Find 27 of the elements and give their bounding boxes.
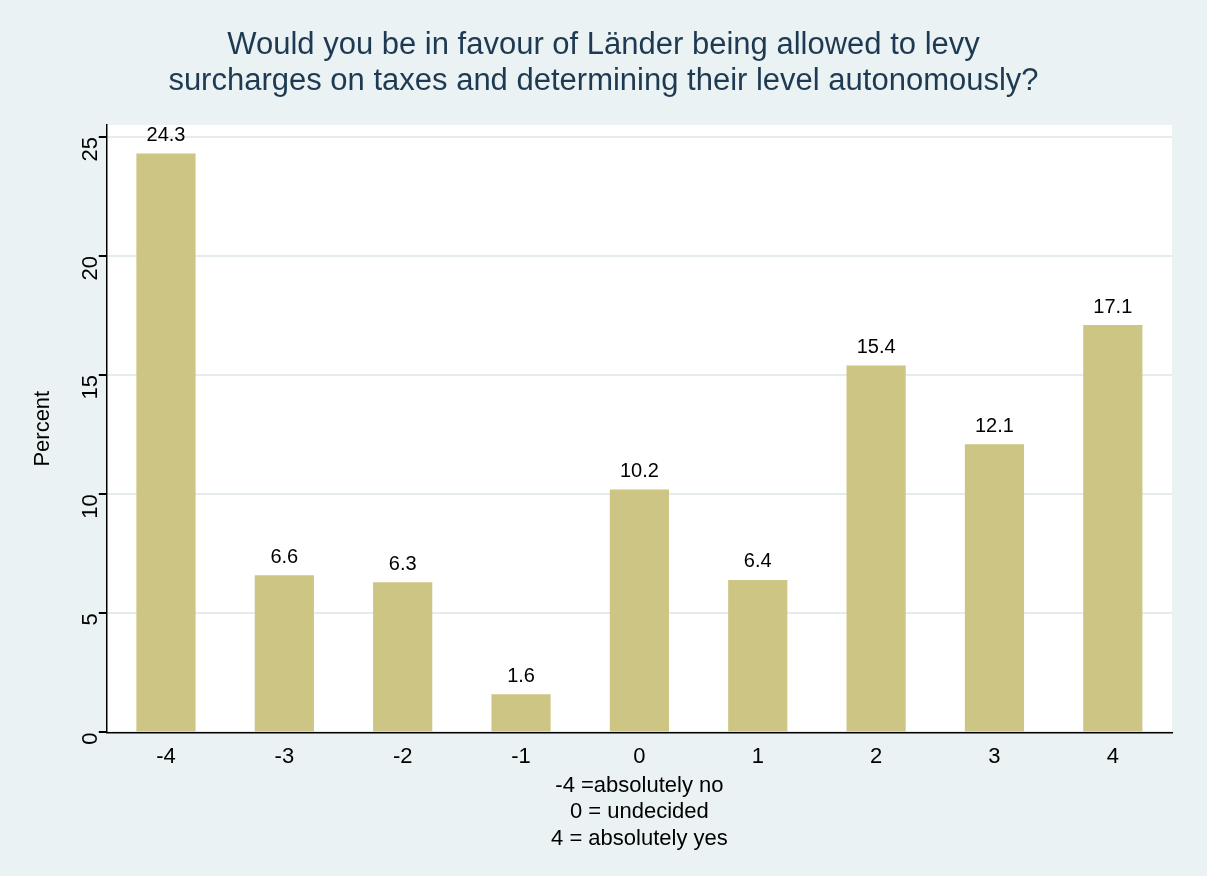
y-axis-title: Percent — [29, 390, 55, 467]
data-label: 15.4 — [856, 335, 896, 358]
data-label: 10.2 — [619, 458, 659, 481]
x-tick-label: -2 — [392, 742, 413, 768]
y-tick-label: 15 — [76, 375, 102, 400]
y-tick-label: 20 — [76, 256, 102, 281]
x-tick-label: -1 — [511, 742, 531, 768]
x-tick-label: 2 — [869, 742, 883, 768]
data-label: 6.3 — [388, 551, 417, 574]
x-tick-label: -3 — [274, 742, 295, 768]
data-label: 6.6 — [270, 544, 299, 567]
x-tick-label: 3 — [988, 742, 1001, 768]
y-tick-label: 25 — [76, 136, 102, 162]
x-axis-title: -4 =absolutely no 0 = undecided 4 = absolutely yes — [551, 772, 728, 850]
data-label: 1.6 — [507, 663, 535, 686]
x-tick-label: 0 — [633, 742, 646, 768]
y-tick-label: 5 — [76, 613, 102, 626]
y-tick-label: 0 — [76, 732, 102, 745]
data-label: 17.1 — [1093, 294, 1133, 317]
x-tick-label: 1 — [751, 742, 764, 768]
data-label: 6.4 — [743, 549, 772, 572]
chart-title: Would you be in favour of Länder being allowed to levy surcharges on taxes and determining their level autonomously? — [167, 26, 1040, 98]
data-label: 12.1 — [975, 413, 1014, 436]
y-tick-label: 10 — [76, 494, 102, 519]
x-tick-label: 4 — [1106, 742, 1119, 768]
x-tick-label: -4 — [156, 742, 176, 768]
data-label: 24.3 — [146, 123, 186, 146]
